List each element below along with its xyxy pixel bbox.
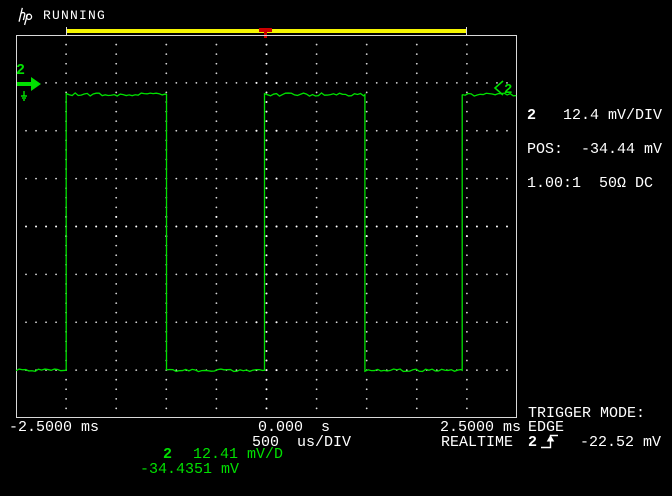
- svg-text:2: 2: [504, 82, 512, 97]
- svg-text:2: 2: [16, 62, 25, 79]
